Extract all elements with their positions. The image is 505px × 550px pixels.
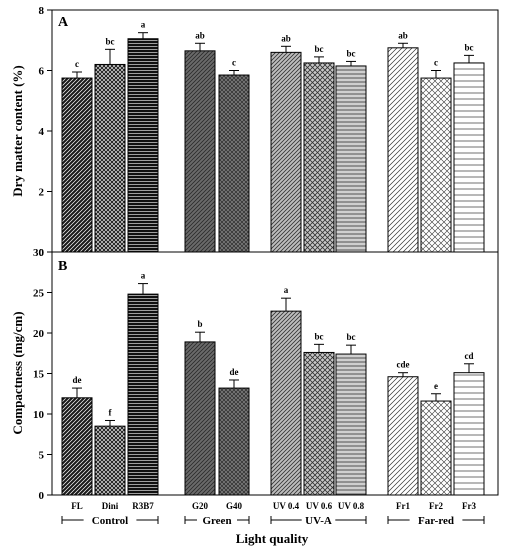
panel-a-sig-letter-dini: bc [106, 36, 115, 46]
panel-a-bar-fl [61, 77, 93, 253]
category-label-fr1: Fr1 [396, 501, 410, 511]
panel-b-y-tick-label: 25 [33, 288, 45, 300]
panel-a-bar-fr2 [420, 77, 452, 253]
panel-a-y-tick-label: 2 [39, 187, 45, 199]
group-label-green: Green [202, 515, 231, 527]
panel-a-label: A [58, 15, 69, 30]
panel-a-bar-g20 [184, 50, 216, 253]
panel-a-bar-fr1 [387, 47, 419, 253]
panel-a-bar-uv06 [303, 62, 335, 253]
panel-a-y-tick-label: 6 [39, 66, 45, 78]
panel-b-y-tick-label: 5 [39, 450, 45, 462]
panel-b-sig-letter-g20: b [197, 319, 202, 329]
group-brackets: Control Green UV-A Far-red [61, 515, 485, 527]
panel-b-y-tick-label: 10 [33, 409, 45, 421]
panel-a: A Dry matter content (%) 0 2 4 6 8 c bc a ab c ab… [10, 5, 499, 259]
panel-a-sig-letter-uv08: bc [347, 48, 356, 58]
panel-a-y-tick-label: 4 [39, 126, 45, 138]
category-label-g20: G20 [192, 501, 209, 511]
category-label-uv06: UV 0.6 [306, 501, 333, 511]
category-label-fr2: Fr2 [429, 501, 443, 511]
x-axis-title: Light quality [236, 531, 309, 546]
panel-a-sig-letter-fr2: c [434, 58, 438, 68]
panel-b-bar-fr3 [453, 372, 485, 496]
panel-b-bar-g40 [218, 387, 250, 496]
panel-a-bar-fr3 [453, 62, 485, 253]
category-labels: FL Dini R3B7 G20 G40 UV 0.4 UV 0.6 UV 0.8 Fr1 Fr2… [71, 501, 476, 511]
panel-a-sig-letter-uv06: bc [315, 44, 324, 54]
category-label-uv08: UV 0.8 [338, 501, 365, 511]
panel-b-bar-uv06 [303, 351, 335, 496]
panel-b-ylabel: Compactness (mg/cm) [10, 311, 25, 434]
panel-a-bar-uv04 [270, 51, 302, 253]
panel-b-bar-fr2 [420, 400, 452, 496]
panel-a-sig-letter-fr3: bc [465, 42, 474, 52]
category-label-fl: FL [71, 501, 83, 511]
group-label-uva: UV-A [305, 515, 332, 527]
panel-b-sig-letter-uv08: bc [347, 332, 356, 342]
panel-a-bar-dini [94, 63, 126, 253]
panel-b-sig-letter-fr1: cde [397, 360, 410, 370]
panel-b-y-tick-label: 15 [33, 369, 45, 381]
panel-b-bars: de f a b de a bc bc cde e cd [61, 271, 485, 496]
panel-a-bar-r3b7 [127, 38, 159, 253]
panel-b-y-tick-label: 20 [33, 328, 45, 340]
panel-b-bar-fr1 [387, 376, 419, 496]
group-uva: UV-A [270, 515, 367, 527]
panel-a-y-tick-label: 0 [39, 247, 45, 259]
category-label-g40: G40 [226, 501, 243, 511]
panel-b-sig-letter-dini: f [109, 407, 113, 417]
category-label-uv04: UV 0.4 [273, 501, 300, 511]
panel-a-y-tick-label: 8 [39, 5, 45, 17]
panel-b-bar-fl [61, 397, 93, 496]
panel-b-sig-letter-fr2: e [434, 381, 438, 391]
panel-a-y-ticks: 0 2 4 6 8 [39, 5, 52, 259]
group-green: Green [184, 515, 250, 527]
panel-b-bar-dini [94, 425, 126, 496]
group-label-far-red: Far-red [418, 515, 454, 527]
panel-a-sig-letter-fr1: ab [398, 30, 408, 40]
panel-a-ylabel: Dry matter content (%) [10, 65, 25, 197]
panel-a-bars: c bc a ab c ab bc bc ab c bc [61, 20, 485, 253]
panel-a-sig-letter-g20: ab [195, 30, 205, 40]
panel-a-bar-uv08 [335, 65, 367, 253]
panel-b-sig-letter-fr3: cd [465, 351, 474, 361]
panel-a-sig-letter-g40: c [232, 58, 236, 68]
panel-b-bar-uv08 [335, 353, 367, 496]
panel-b-sig-letter-uv06: bc [315, 331, 324, 341]
panel-b-label: B [58, 259, 67, 274]
category-label-fr3: Fr3 [462, 501, 476, 511]
panel-b-sig-letter-uv04: a [284, 285, 289, 295]
panel-a-sig-letter-uv04: ab [281, 33, 291, 43]
category-label-dini: Dini [102, 501, 119, 511]
group-label-control: Control [92, 515, 128, 527]
panel-b-y-ticks: 0 5 10 15 20 25 30 [33, 247, 52, 502]
panel-b-sig-letter-g40: de [230, 367, 239, 377]
panel-a-bar-g40 [218, 74, 250, 253]
group-far-red: Far-red [387, 515, 485, 527]
panel-a-sig-letter-r3b7: a [141, 20, 146, 30]
panel-b-y-tick-label: 0 [39, 490, 45, 502]
panel-b-bar-g20 [184, 341, 216, 496]
panel-b-y-tick-label: 30 [33, 247, 45, 259]
panel-b-bar-r3b7 [127, 293, 159, 496]
panel-a-sig-letter-fl: c [75, 59, 79, 69]
category-label-r3b7: R3B7 [132, 501, 154, 511]
group-control: Control [61, 515, 159, 527]
panel-b-sig-letter-r3b7: a [141, 271, 146, 281]
panel-b-sig-letter-fl: de [73, 375, 82, 385]
panel-b-bar-uv04 [270, 310, 302, 496]
panel-b: B Compactness (mg/cm) 0 5 10 15 20 25 30 de f a b… [10, 247, 499, 502]
